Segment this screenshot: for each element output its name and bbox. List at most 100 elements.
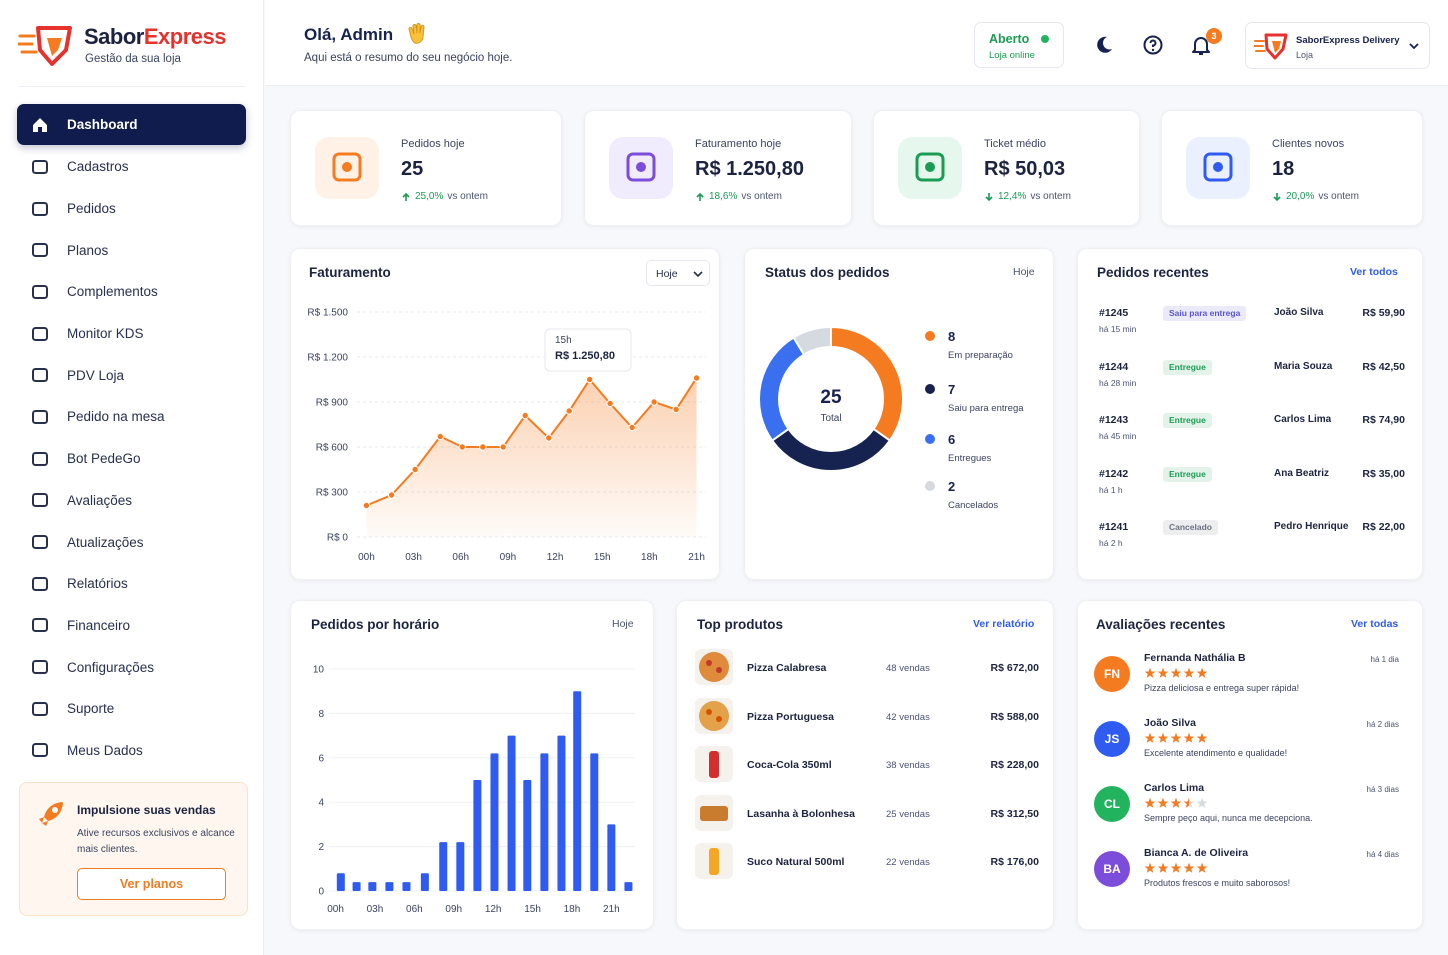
point — [650, 398, 658, 406]
bar — [456, 842, 465, 891]
menu-item[interactable]: PDV Loja — [17, 354, 246, 396]
icon-shape — [32, 576, 48, 591]
order-time: há 15 min — [1099, 324, 1137, 334]
card-link[interactable]: Ver relatório — [973, 618, 1035, 630]
order-customer: Pedro Henrique — [1274, 521, 1349, 532]
recent-orders-card: Pedidos recentes Ver todos #1245 há 15 mi… — [1077, 248, 1423, 580]
review-time: há 3 dias — [1366, 785, 1399, 794]
menu-item[interactable]: Avaliações — [17, 480, 246, 522]
change-value: 12,4% — [998, 191, 1027, 202]
bar — [473, 780, 482, 891]
status-badge: Entregue — [1163, 413, 1212, 428]
menu-item[interactable]: Cadastros — [17, 146, 246, 188]
period-select[interactable]: Hoje — [646, 260, 710, 286]
dark-mode-icon[interactable] — [1093, 34, 1115, 56]
notification-badge: 3 — [1206, 28, 1222, 44]
kpi-change: 25,0% vs ontem — [401, 191, 488, 202]
menu-item[interactable]: Pedido na mesa — [17, 396, 246, 438]
menu-icon — [32, 535, 48, 550]
star-filled — [1144, 667, 1156, 678]
kpi-change: 20,0% vs ontem — [1272, 191, 1359, 202]
change-compare: vs ontem — [741, 191, 782, 202]
x-tick-label: 09h — [445, 904, 462, 915]
menu-item[interactable]: Meus Dados — [17, 730, 246, 772]
review-time: há 4 dias — [1366, 850, 1399, 859]
point — [672, 405, 680, 414]
menu-item[interactable]: Complementos — [17, 271, 246, 313]
icon-shape — [32, 451, 48, 466]
menu-item[interactable]: Bot PedeGo — [17, 438, 246, 480]
store-logo — [1254, 33, 1288, 60]
point — [479, 443, 487, 451]
bar — [507, 735, 516, 891]
menu-icon — [32, 243, 48, 258]
arrow-shape — [985, 192, 993, 201]
point — [565, 407, 573, 415]
bar — [368, 882, 377, 891]
order-id: #1241 — [1099, 521, 1129, 533]
status-chart: 25 Total 8 Em preparação 7 Saiu para entrega 6… — [758, 325, 1024, 511]
status-sub: Loja online — [989, 50, 1035, 61]
kpi-glyph — [1203, 152, 1233, 182]
line — [366, 377, 698, 507]
promo-button[interactable]: Ver planos — [77, 868, 226, 900]
brand: SaborExpress — [84, 24, 226, 50]
menu-label: Relatórios — [67, 576, 128, 592]
star-filled-group — [1144, 797, 1189, 808]
status-badge: Saiu para entrega — [1163, 306, 1247, 321]
bar — [336, 873, 345, 891]
menu-item[interactable]: Planos — [17, 229, 246, 271]
rocket-icon — [39, 802, 63, 826]
star-filled — [1170, 732, 1182, 743]
tagline: Gestão da sua loja — [85, 53, 181, 65]
review-text: Excelente atendimento e qualidade! — [1144, 748, 1288, 758]
x-tick-label: 06h — [406, 904, 423, 915]
x-tick-label: 21h — [688, 552, 705, 563]
menu-icon — [32, 201, 48, 216]
reviews-card: Avaliações recentes Ver todas FN Fernanda… — [1077, 600, 1423, 930]
menu-icon — [32, 409, 48, 424]
star-filled — [1196, 667, 1208, 678]
subtitle: Aqui está o resumo do seu negócio hoje. — [304, 52, 513, 64]
icon-shape — [32, 284, 48, 299]
glyph-dot — [1213, 162, 1223, 172]
kpi-card: Faturamento hoje R$ 1.250,80 18,6% vs ontem — [584, 110, 852, 226]
card-link[interactable]: Ver todos — [1350, 266, 1398, 278]
bar — [573, 691, 582, 891]
menu-item[interactable]: Suporte — [17, 688, 246, 730]
avatar: FN — [1094, 656, 1130, 692]
product-name: Coca-Cola 350ml — [747, 759, 832, 771]
y-tick-label: 2 — [318, 842, 324, 853]
product-amount: R$ 176,00 — [990, 856, 1039, 868]
bar — [439, 842, 448, 891]
bell-icon[interactable] — [1190, 34, 1212, 56]
menu-label: Planos — [67, 242, 109, 258]
y-tick-label: 10 — [313, 665, 325, 676]
menu-icon — [32, 618, 48, 633]
menu-item[interactable]: Configurações — [17, 646, 246, 688]
menu-item[interactable]: Financeiro — [17, 605, 246, 647]
x-tick-label: 12h — [485, 904, 502, 915]
bar — [624, 882, 633, 891]
order-id: #1245 — [1099, 307, 1129, 319]
bar — [402, 882, 411, 891]
menu-item[interactable]: Dashboard — [17, 104, 246, 145]
bar — [420, 873, 429, 891]
store-selector[interactable]: SaborExpress Delivery Loja — [1245, 22, 1430, 69]
help-icon[interactable] — [1142, 34, 1164, 56]
card-link[interactable]: Ver todas — [1351, 618, 1399, 630]
menu-label: PDV Loja — [67, 367, 125, 383]
star-empty — [1196, 797, 1208, 808]
y-tick-label: 6 — [318, 753, 324, 764]
menu-item[interactable]: Monitor KDS — [17, 313, 246, 355]
review-text: Pizza deliciosa e entrega super rápida! — [1144, 683, 1300, 693]
point — [545, 434, 553, 442]
menu-item[interactable]: Atualizações — [17, 521, 246, 563]
star-filled — [1144, 862, 1156, 873]
kpi-glyph — [915, 152, 945, 182]
store-status[interactable]: Aberto Loja online — [974, 22, 1064, 68]
menu-item[interactable]: Pedidos — [17, 188, 246, 230]
menu-item[interactable]: Relatórios — [17, 563, 246, 605]
hourly-chart: 0 2 4 6 8 10 00h 03h 06h 09h 12h 15h 18h 21h — [313, 665, 635, 915]
